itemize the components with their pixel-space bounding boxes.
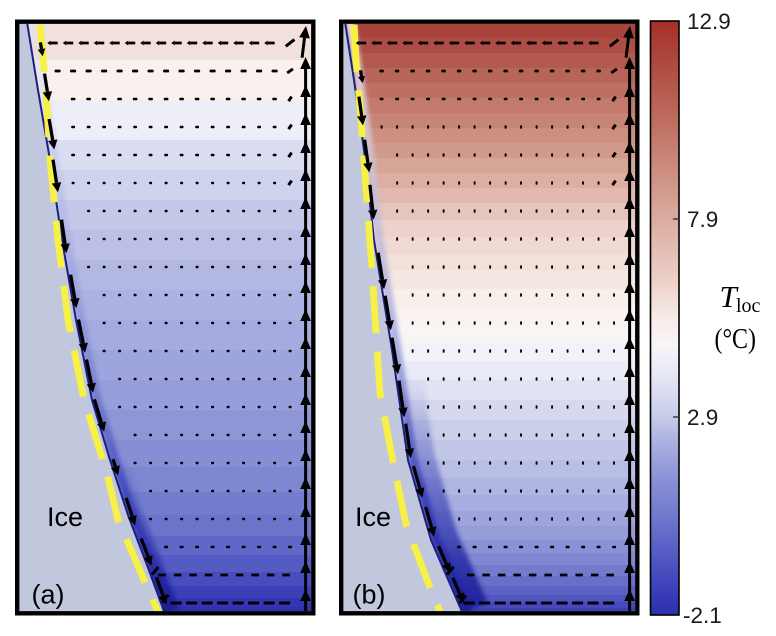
svg-text:-2.1: -2.1 xyxy=(683,603,722,628)
svg-text:Ice: Ice xyxy=(355,502,391,532)
svg-text:T: T xyxy=(720,279,740,314)
svg-text:12.9: 12.9 xyxy=(687,9,731,34)
svg-text:loc: loc xyxy=(736,295,761,317)
svg-text:(b): (b) xyxy=(353,580,386,610)
svg-text:Ice: Ice xyxy=(47,502,83,532)
svg-text:(°C): (°C) xyxy=(715,324,757,355)
svg-text:(a): (a) xyxy=(32,580,65,610)
svg-text:7.9: 7.9 xyxy=(687,207,718,232)
svg-text:2.9: 2.9 xyxy=(687,405,718,430)
